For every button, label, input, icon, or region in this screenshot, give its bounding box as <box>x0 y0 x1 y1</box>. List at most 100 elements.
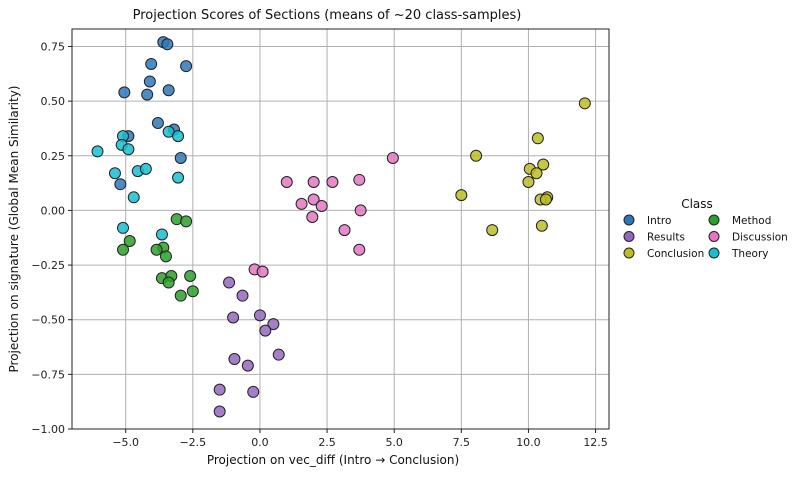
data-point-discussion <box>306 210 319 223</box>
data-point-conclusion <box>535 219 548 232</box>
legend-marker-results <box>623 231 635 242</box>
y-tick-label: −0.25 <box>31 259 65 272</box>
data-point-results <box>241 359 254 372</box>
data-point-theory <box>108 167 121 180</box>
data-point-discussion <box>307 176 320 189</box>
legend-label-discussion: Discussion <box>732 232 788 244</box>
data-point-discussion <box>353 173 366 186</box>
data-point-results <box>223 276 236 289</box>
y-axis-label: Projection on signature (Global Mean Sim… <box>7 86 21 373</box>
data-point-intro <box>162 84 175 97</box>
data-point-conclusion <box>470 149 483 162</box>
data-point-intro <box>174 151 187 164</box>
x-axis-ticks: −5.0 −2.5 0.0 2.5 5.0 7.5 10.0 12.5 <box>112 429 608 449</box>
data-point-method <box>162 276 175 289</box>
data-point-method <box>184 269 197 282</box>
y-tick-label: 0.75 <box>41 40 66 53</box>
legend-marker-discussion <box>708 231 720 242</box>
data-point-theory <box>117 221 130 234</box>
y-tick-label: 0.00 <box>41 204 66 217</box>
data-point-intro <box>180 60 193 73</box>
data-point-results <box>267 318 280 331</box>
legend-label-results: Results <box>647 232 685 244</box>
x-tick-label: 5.0 <box>385 436 403 449</box>
legend-label-conclusion: Conclusion <box>647 248 704 260</box>
data-point-intro <box>114 178 127 191</box>
data-point-conclusion <box>486 224 499 237</box>
data-point-conclusion <box>539 193 552 206</box>
y-tick-label: 0.25 <box>41 150 66 163</box>
x-tick-label: 12.5 <box>583 436 608 449</box>
data-point-method <box>150 243 163 256</box>
data-point-discussion <box>326 176 339 189</box>
data-point-theory <box>127 191 140 204</box>
data-point-results <box>253 309 266 322</box>
y-tick-label: 0.50 <box>41 95 66 108</box>
data-point-theory <box>172 171 185 184</box>
data-point-results <box>213 405 226 418</box>
grid <box>72 29 609 430</box>
data-point-discussion <box>354 204 367 217</box>
data-point-discussion <box>295 197 308 210</box>
data-point-intro <box>143 75 156 88</box>
y-tick-label: −1.00 <box>31 423 65 436</box>
data-point-discussion <box>386 151 399 164</box>
legend-title: Class <box>681 197 713 211</box>
x-axis-label: Projection on vec_diff (Intro → Conclusi… <box>207 453 459 467</box>
data-point-results <box>259 324 272 337</box>
data-point-results <box>227 311 240 324</box>
data-point-conclusion <box>530 167 543 180</box>
data-points <box>91 36 591 418</box>
data-point-theory <box>122 143 135 156</box>
data-point-method <box>159 250 172 263</box>
data-point-intro <box>151 116 164 129</box>
data-point-intro <box>118 86 131 99</box>
x-tick-label: −2.5 <box>179 436 206 449</box>
data-point-intro <box>145 57 158 70</box>
x-tick-label: 7.5 <box>453 436 471 449</box>
data-point-theory <box>139 162 152 175</box>
y-tick-label: −0.50 <box>31 314 65 327</box>
data-point-method <box>186 285 199 298</box>
x-tick-label: 10.0 <box>516 436 541 449</box>
data-point-conclusion <box>537 158 550 171</box>
data-point-discussion <box>315 200 328 213</box>
plot-frame <box>71 28 610 430</box>
data-point-method <box>174 289 187 302</box>
data-point-method <box>123 235 136 248</box>
data-point-intro <box>141 88 154 101</box>
data-point-discussion <box>353 243 366 256</box>
data-point-results <box>272 348 285 361</box>
data-point-theory <box>91 145 104 158</box>
chart-title: Projection Scores of Sections (means of … <box>133 8 522 23</box>
x-tick-label: −5.0 <box>112 436 139 449</box>
x-tick-label: 0.0 <box>251 436 269 449</box>
legend-marker-theory <box>708 247 720 259</box>
y-tick-label: −0.75 <box>31 368 65 381</box>
x-tick-label: 2.5 <box>318 436 336 449</box>
data-point-conclusion <box>578 97 591 110</box>
data-point-theory <box>172 130 185 143</box>
data-point-theory <box>155 228 168 241</box>
legend: Class Intro Method Results Discussion Conclu… <box>623 197 788 260</box>
legend-label-intro: Intro <box>647 215 671 227</box>
data-point-conclusion <box>455 189 468 202</box>
data-point-conclusion <box>531 132 544 145</box>
data-point-results <box>236 289 249 302</box>
data-point-discussion <box>338 224 351 237</box>
legend-label-theory: Theory <box>731 248 768 260</box>
data-point-results <box>228 353 241 366</box>
data-point-results <box>213 383 226 396</box>
data-point-intro <box>161 38 174 51</box>
legend-marker-method <box>708 214 720 226</box>
data-point-method <box>180 215 193 228</box>
data-point-discussion <box>280 176 293 189</box>
legend-marker-conclusion <box>623 247 635 259</box>
data-point-method <box>117 243 130 256</box>
legend-label-method: Method <box>732 215 771 227</box>
y-axis-ticks: −1.00 −0.75 −0.50 −0.25 0.00 0.25 0.50 0.75 <box>31 40 72 436</box>
legend-marker-intro <box>623 214 635 226</box>
data-point-conclusion <box>522 176 535 189</box>
data-point-results <box>247 385 260 398</box>
